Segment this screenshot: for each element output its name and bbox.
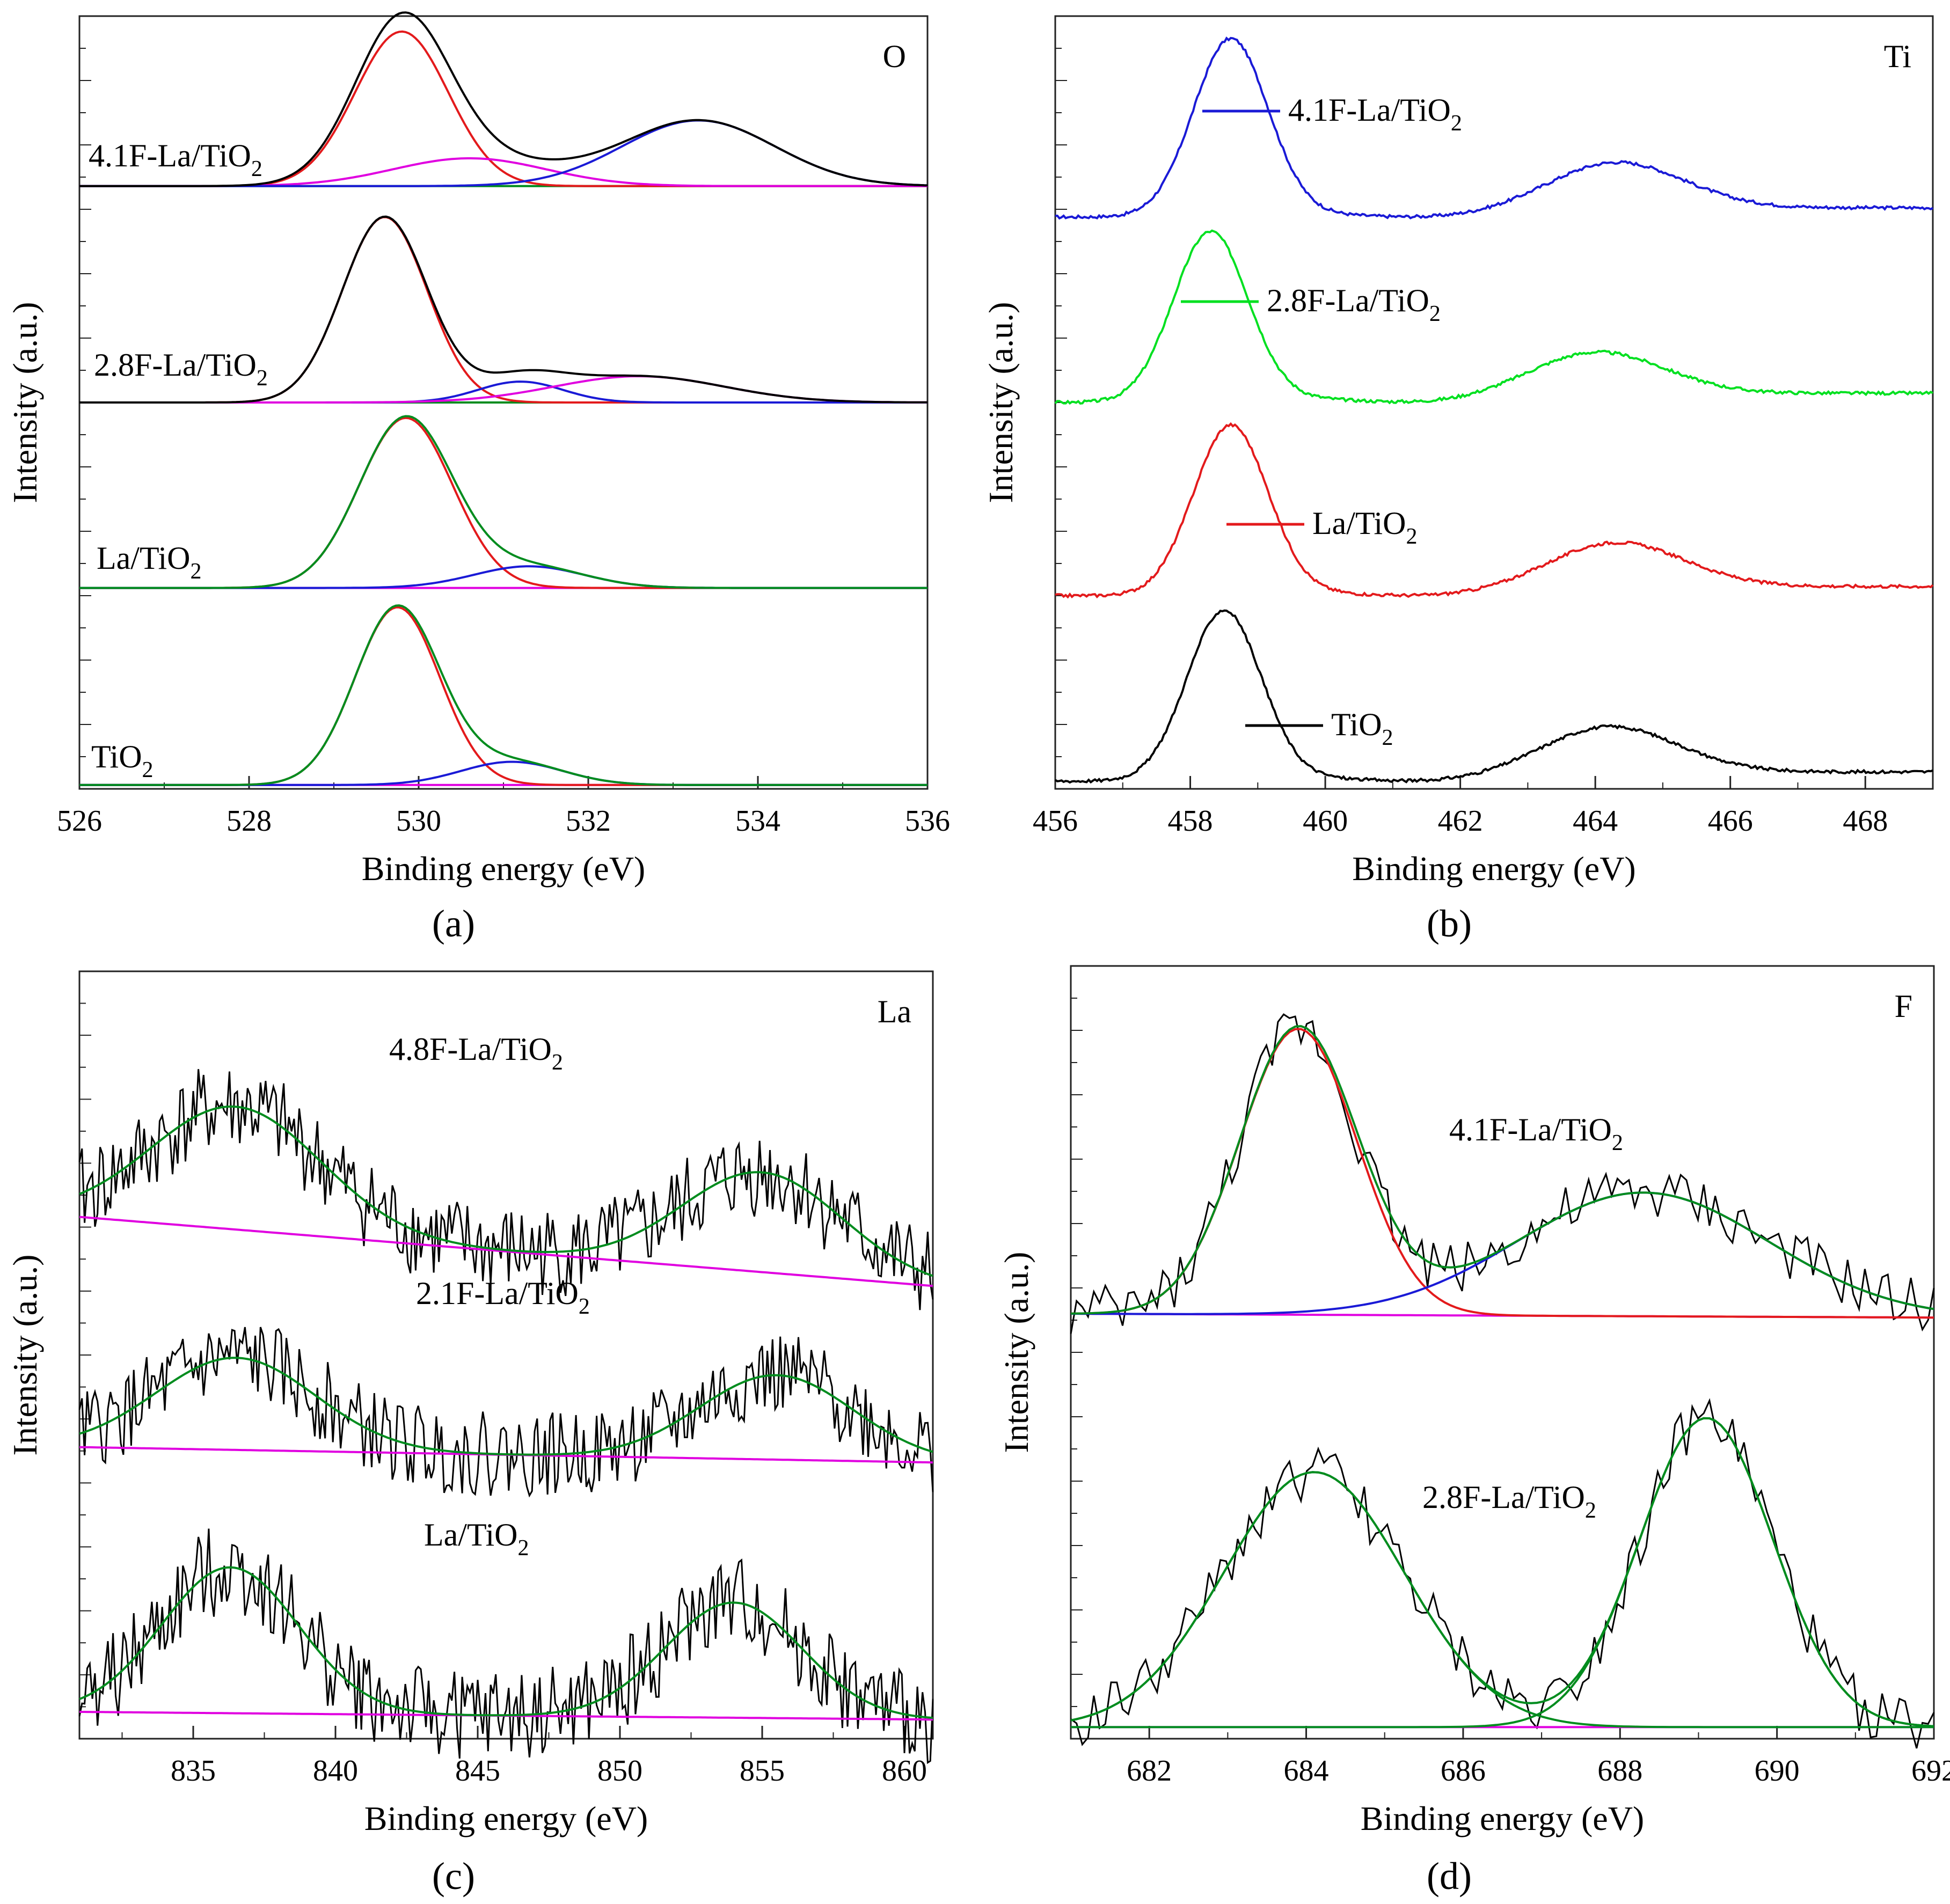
- series-TiO2: TiO2: [79, 604, 927, 786]
- raw-spectrum-line: [78, 1327, 934, 1498]
- series-4.1F-La/TiO2: 4.1F-La/TiO2: [79, 11, 928, 187]
- series-label: TiO2: [1331, 707, 1393, 750]
- spectrum-line: [1054, 229, 1933, 405]
- x-axis-title: Binding energy (eV): [364, 1799, 648, 1837]
- envelope-line: [79, 415, 927, 589]
- x-tick-label: 528: [227, 804, 272, 838]
- x-tick-label: 686: [1441, 1754, 1486, 1788]
- fit-envelope-line: [79, 1105, 933, 1277]
- panel-b-ti-spectrum: 456 458 460 462 464 466 468 Binding energy (eV)…: [982, 15, 1934, 888]
- series-La/TiO2: La/TiO2: [78, 1517, 934, 1764]
- x-axis-title: Binding energy (eV): [362, 850, 645, 888]
- y-axis-title: Intensity (a.u.): [6, 1255, 44, 1456]
- x-tick-label: 840: [313, 1754, 358, 1788]
- spectrum-line: [1055, 422, 1934, 599]
- x-tick-label: 460: [1303, 804, 1348, 838]
- fit-envelope-line: [79, 1357, 933, 1456]
- element-label: O: [883, 39, 906, 74]
- x-axis-title: Binding energy (eV): [1361, 1799, 1644, 1837]
- series-label: La/TiO2: [97, 540, 202, 584]
- x-tick-label: 526: [57, 804, 102, 838]
- series-label: La/TiO2: [424, 1517, 529, 1561]
- series-4.1F-La/TiO2: 4.1F-La/TiO2: [1055, 36, 1934, 220]
- series-2.8F-La/TiO2: 2.8F-La/TiO2: [1070, 1398, 1935, 1749]
- x-tick-label: 835: [171, 1754, 216, 1788]
- series-label: 2.8F-La/TiO2: [1422, 1480, 1596, 1523]
- series-label: TiO2: [91, 739, 154, 782]
- x-tick-label: 850: [597, 1754, 642, 1788]
- fit-envelope-line: [1070, 1417, 1934, 1727]
- series-2.1F-La/TiO2: 2.1F-La/TiO2: [78, 1276, 934, 1498]
- x-tick-label: 456: [1033, 804, 1078, 838]
- caption-b: (b): [1427, 902, 1472, 945]
- baseline-line: [79, 1215, 933, 1287]
- series-label: 4.1F-La/TiO2: [89, 138, 262, 181]
- x-tick-label: 845: [455, 1754, 500, 1788]
- element-label: Ti: [1884, 39, 1911, 74]
- fit-envelope-line: [79, 1566, 933, 1719]
- x-tick-label: 690: [1755, 1754, 1800, 1788]
- x-tick-label: 860: [882, 1754, 927, 1788]
- series-label: La/TiO2: [1312, 506, 1418, 549]
- series-TiO2: TiO2: [1054, 609, 1933, 784]
- series-4.1F-La/TiO2: 4.1F-La/TiO2: [1070, 1013, 1935, 1335]
- x-tick-label: 536: [905, 804, 950, 838]
- envelope-line: [79, 11, 928, 187]
- series-2.8F-La/TiO2: 2.8F-La/TiO2: [79, 215, 927, 404]
- y-axis-title: Intensity (a.u.): [6, 302, 44, 503]
- caption-c: (c): [432, 1855, 475, 1898]
- x-tick-label: 458: [1168, 804, 1213, 838]
- panel-c-la-spectrum: 835 840 845 850 855 860 Binding energy (eV) Int…: [6, 970, 934, 1837]
- series-label: 4.8F-La/TiO2: [389, 1031, 563, 1075]
- raw-spectrum-line: [78, 1528, 934, 1764]
- series-label: 2.8F-La/TiO2: [1267, 283, 1441, 326]
- series-label: 4.1F-La/TiO2: [1449, 1112, 1623, 1155]
- envelope-line: [79, 604, 927, 786]
- caption-d: (d): [1427, 1855, 1472, 1898]
- x-axis-title: Binding energy (eV): [1352, 850, 1635, 888]
- spectrum-line: [1054, 609, 1933, 784]
- panel-a-o-spectrum: 526 528 530 532 534 536 Binding energy (eV) Int…: [6, 11, 950, 888]
- raw-spectrum-line: [78, 1069, 934, 1310]
- envelope-line: [79, 215, 927, 404]
- x-tick-label: 468: [1843, 804, 1888, 838]
- x-tick-label: 682: [1127, 1754, 1172, 1788]
- element-label: F: [1895, 988, 1912, 1024]
- y-axis-title: Intensity (a.u.): [982, 302, 1020, 503]
- x-tick-label: 684: [1284, 1754, 1329, 1788]
- series-label: 2.1F-La/TiO2: [416, 1276, 590, 1319]
- caption-a: (a): [432, 902, 475, 945]
- panel-d-f-spectrum: 682 684 686 688 690 692 Binding energy (eV) Int…: [997, 965, 1950, 1837]
- x-tick-label: 532: [566, 804, 611, 838]
- x-tick-label: 692: [1911, 1754, 1950, 1788]
- x-tick-label: 462: [1438, 804, 1483, 838]
- series-label: 2.8F-La/TiO2: [94, 347, 268, 391]
- x-tick-label: 688: [1597, 1754, 1642, 1788]
- element-label: La: [878, 994, 911, 1029]
- x-tick-label: 466: [1708, 804, 1753, 838]
- series-4.8F-La/TiO2: 4.8F-La/TiO2: [78, 1031, 934, 1310]
- series-label: 4.1F-La/TiO2: [1288, 92, 1462, 136]
- x-tick-label: 534: [735, 804, 780, 838]
- series-2.8F-La/TiO2: 2.8F-La/TiO2: [1054, 229, 1933, 405]
- x-tick-label: 464: [1573, 804, 1618, 838]
- spectrum-line: [1055, 36, 1934, 220]
- x-tick-label: 530: [396, 804, 441, 838]
- x-tick-label: 855: [740, 1754, 785, 1788]
- y-axis-title: Intensity (a.u.): [997, 1252, 1035, 1453]
- fit-envelope-line: [1070, 1025, 1934, 1315]
- series-La/TiO2: La/TiO2: [79, 415, 927, 589]
- series-La/TiO2: La/TiO2: [1055, 422, 1934, 599]
